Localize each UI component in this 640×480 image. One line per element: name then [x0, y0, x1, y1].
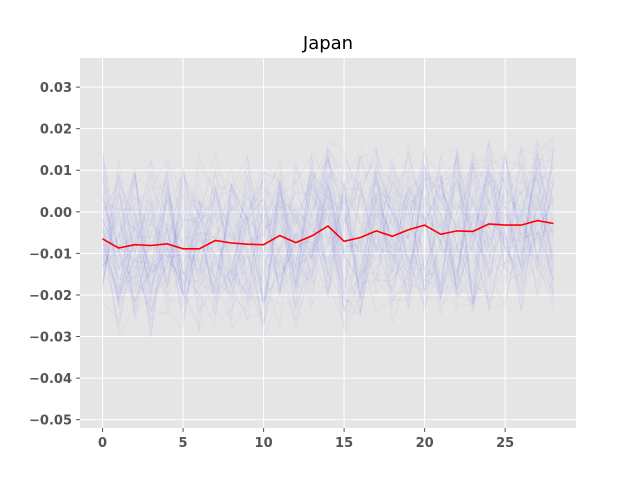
x-tick-label: 0 — [98, 436, 107, 451]
grid — [80, 58, 576, 428]
y-axis: 0.03 0.02 0.01 0.00 −0.01 −0.02 −0.03 −0.04 −0.0… — [29, 81, 80, 429]
y-tick-label: −0.03 — [29, 331, 72, 346]
x-axis: 0 5 10 15 20 25 — [98, 428, 514, 451]
y-tick-label: 0.02 — [40, 123, 72, 138]
main-series-group — [102, 219, 554, 250]
x-tick-label: 20 — [416, 436, 434, 451]
chart-title: Japan — [302, 33, 353, 54]
y-tick-label: −0.05 — [29, 414, 72, 429]
x-tick-label: 15 — [335, 436, 353, 451]
plot-background — [80, 58, 576, 428]
y-tick-label: 0.00 — [40, 206, 72, 221]
y-tick-label: −0.04 — [29, 372, 72, 387]
y-tick-label: 0.03 — [40, 81, 72, 96]
x-tick-label: 10 — [255, 436, 273, 451]
y-tick-label: −0.02 — [29, 289, 72, 304]
main-series-line — [102, 219, 554, 250]
y-tick-label: −0.01 — [29, 247, 72, 262]
y-tick-label: 0.01 — [40, 164, 72, 179]
x-tick-label: 5 — [179, 436, 188, 451]
x-tick-label: 25 — [496, 436, 514, 451]
